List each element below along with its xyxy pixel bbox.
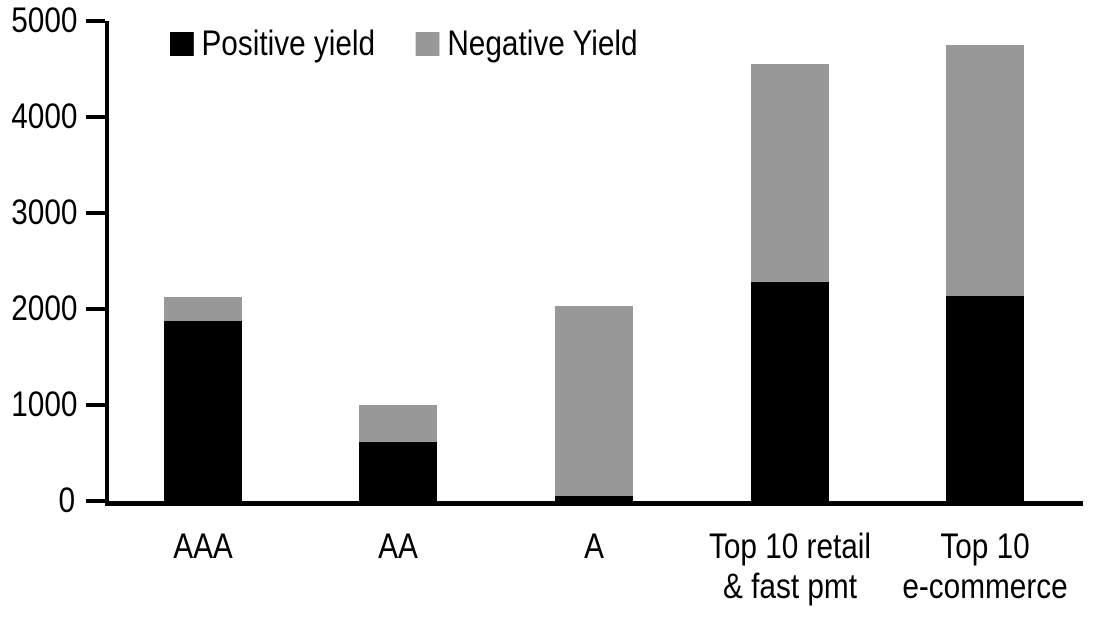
legend-item-negative-yield: Negative Yield bbox=[415, 24, 638, 64]
chart-legend: Positive yield Negative Yield bbox=[170, 24, 638, 64]
x-category-label-a: A bbox=[584, 527, 604, 566]
bar-segment-negative-yield bbox=[163, 297, 242, 321]
x-axis-line bbox=[105, 501, 1083, 506]
y-tick-label: 0 bbox=[58, 481, 75, 520]
bar-segment-negative-yield bbox=[359, 405, 438, 443]
y-axis-line bbox=[105, 21, 109, 506]
bar-segment-positive-yield bbox=[163, 320, 242, 501]
x-category-label-aa: AA bbox=[378, 527, 419, 566]
y-tick-mark bbox=[86, 499, 105, 503]
bar-segment-negative-yield bbox=[555, 306, 633, 497]
bar-segment-positive-yield bbox=[555, 496, 633, 501]
y-tick-mark bbox=[86, 403, 105, 407]
y-tick-label: 3000 bbox=[11, 193, 78, 232]
legend-swatch-negative-yield bbox=[415, 32, 440, 56]
x-category-label-aaa: AAA bbox=[173, 527, 233, 566]
y-tick-label: 1000 bbox=[11, 385, 78, 424]
legend-label: Negative Yield bbox=[447, 24, 638, 63]
x-category-label-top-10: Top 10 e-commerce bbox=[902, 527, 1068, 606]
y-tick-label: 4000 bbox=[11, 97, 78, 136]
y-tick-label: 2000 bbox=[11, 289, 78, 328]
x-category-label-top-10-retail: Top 10 retail & fast pmt bbox=[708, 527, 871, 606]
y-tick-label: 5000 bbox=[11, 1, 78, 40]
legend-item-positive-yield: Positive yield bbox=[170, 24, 375, 64]
y-tick-mark bbox=[86, 115, 105, 119]
bar-segment-positive-yield bbox=[750, 282, 829, 501]
bar-segment-negative-yield bbox=[946, 45, 1025, 296]
legend-label: Positive yield bbox=[201, 24, 376, 63]
bar-segment-positive-yield bbox=[946, 295, 1025, 501]
legend-swatch-positive-yield bbox=[170, 32, 194, 56]
y-tick-mark bbox=[86, 211, 105, 215]
bar-segment-positive-yield bbox=[359, 442, 438, 501]
y-tick-mark bbox=[86, 307, 105, 311]
bar-segment-negative-yield bbox=[750, 64, 829, 283]
y-tick-mark bbox=[86, 19, 105, 23]
